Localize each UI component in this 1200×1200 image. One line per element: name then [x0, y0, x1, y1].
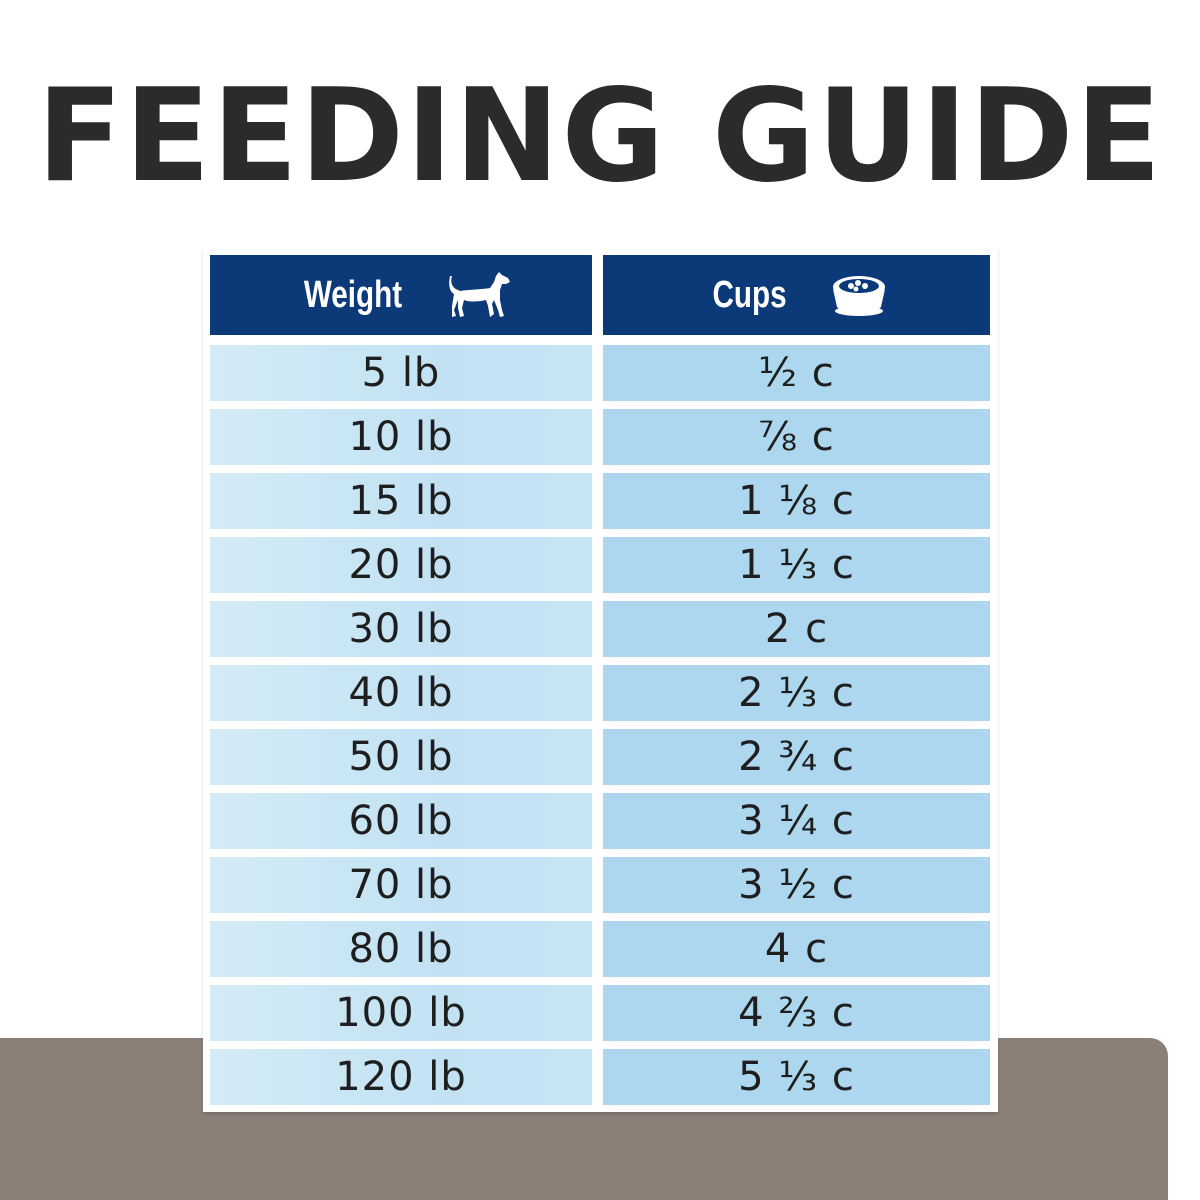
weight-cell: 30 lb: [348, 606, 454, 652]
table-row: 3 ½ c: [603, 857, 990, 913]
table-row: 4 c: [603, 921, 990, 977]
table-row: 80 lb: [210, 921, 592, 977]
cups-cell: 5 ⅓ c: [738, 1054, 855, 1100]
table-row: 10 lb: [210, 409, 592, 465]
dog-icon: [446, 270, 512, 320]
table-row: 5 lb: [210, 345, 592, 401]
cups-cell: 2 ¾ c: [738, 734, 855, 780]
weight-cell: 70 lb: [348, 862, 454, 908]
cups-cell: 3 ¼ c: [738, 798, 855, 844]
weight-cell: 20 lb: [348, 542, 454, 588]
table-row: 60 lb: [210, 793, 592, 849]
table-row: 70 lb: [210, 857, 592, 913]
weight-column: Weight 5 lb 10 lb 15 lb 20 lb 30 lb 40 l…: [210, 255, 592, 1105]
cups-cell: 4 ⅔ c: [738, 990, 855, 1036]
table-row: 100 lb: [210, 985, 592, 1041]
table-row: 5 ⅓ c: [603, 1049, 990, 1105]
cups-cell: 1 ⅛ c: [738, 478, 855, 524]
weight-cell: 120 lb: [335, 1054, 467, 1100]
weight-header-label: Weight: [303, 273, 403, 316]
food-bowl-icon: [827, 273, 891, 317]
weight-cell: 15 lb: [348, 478, 454, 524]
cups-cell: 1 ⅓ c: [738, 542, 855, 588]
cups-cell: ½ c: [758, 350, 835, 396]
table-row: ⅞ c: [603, 409, 990, 465]
table-row: 1 ⅛ c: [603, 473, 990, 529]
table-row: 120 lb: [210, 1049, 592, 1105]
table-row: 2 ⅓ c: [603, 665, 990, 721]
table-row: 2 c: [603, 601, 990, 657]
table-row: 3 ¼ c: [603, 793, 990, 849]
cups-cell: 3 ½ c: [738, 862, 855, 908]
table-row: 1 ⅓ c: [603, 537, 990, 593]
cups-header-label: Cups: [712, 273, 787, 316]
weight-cell: 100 lb: [335, 990, 467, 1036]
cups-column: Cups ½ c ⅞ c 1 ⅛ c 1 ⅓ c 2 c 2 ⅓ c 2 ¾ c…: [603, 255, 990, 1105]
weight-cell: 40 lb: [348, 670, 454, 716]
table-row: 20 lb: [210, 537, 592, 593]
cups-cell: 2 ⅓ c: [738, 670, 855, 716]
weight-cell: 5 lb: [361, 350, 441, 396]
cups-cell: 4 c: [764, 926, 829, 972]
table-row: 30 lb: [210, 601, 592, 657]
weight-cell: 60 lb: [348, 798, 454, 844]
table-row: 15 lb: [210, 473, 592, 529]
table-row: 4 ⅔ c: [603, 985, 990, 1041]
weight-cell: 80 lb: [348, 926, 454, 972]
weight-cell: 10 lb: [348, 414, 454, 460]
feeding-table: Weight 5 lb 10 lb 15 lb 20 lb 30 lb 40 l…: [203, 248, 998, 1112]
cups-cell: 2 c: [764, 606, 829, 652]
table-row: 2 ¾ c: [603, 729, 990, 785]
table-row: 50 lb: [210, 729, 592, 785]
table-row: 40 lb: [210, 665, 592, 721]
cups-cell: ⅞ c: [758, 414, 835, 460]
weight-column-header: Weight: [210, 255, 592, 335]
table-row: ½ c: [603, 345, 990, 401]
weight-cell: 50 lb: [348, 734, 454, 780]
page-title: FEEDING GUIDE: [36, 62, 1164, 211]
cups-column-header: Cups: [603, 255, 990, 335]
